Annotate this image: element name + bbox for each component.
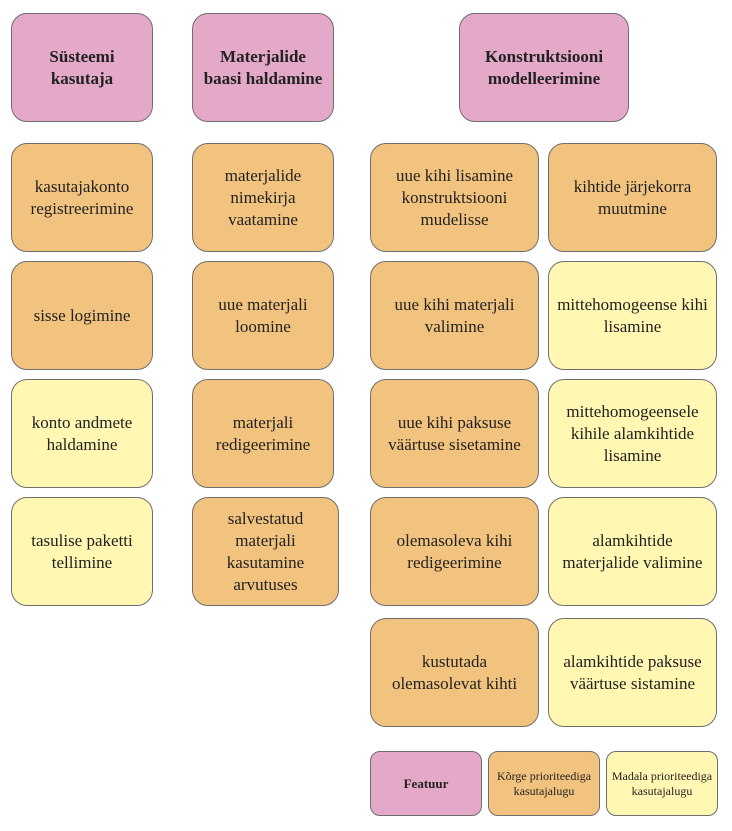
legend-label: Featuur xyxy=(403,776,449,791)
story-card: kihtide järjekorra muutmine xyxy=(548,143,717,252)
story-card: materjali redigeerimine xyxy=(192,379,334,488)
feature-construction-modeling: Konstruktsiooni modelleerimine xyxy=(459,13,629,122)
feature-label: Materjalide baasi haldamine xyxy=(203,46,323,88)
story-card: alamkihtide materjalide valimine xyxy=(548,497,717,606)
story-card: tasulise paketti tellimine xyxy=(11,497,153,606)
feature-materials-db: Materjalide baasi haldamine xyxy=(192,13,334,122)
legend-label: Kõrge prioriteediga kasutajalugu xyxy=(496,768,592,798)
story-card: uue kihi lisamine konstruktsiooni mudeli… xyxy=(370,143,539,252)
story-card: mittehomogeense kihi lisamine xyxy=(548,261,717,370)
story-card: uue materjali loomine xyxy=(192,261,334,370)
story-label: tasulise paketti tellimine xyxy=(31,530,133,572)
story-card: olemasoleva kihi redigeerimine xyxy=(370,497,539,606)
feature-system-user: Süsteemi kasutaja xyxy=(11,13,153,122)
story-label: uue kihi materjali valimine xyxy=(394,294,515,336)
story-label: konto andmete haldamine xyxy=(31,412,133,454)
story-label: alamkihtide paksuse väärtuse sistamine xyxy=(563,651,702,693)
feature-label: Süsteemi kasutaja xyxy=(49,46,115,88)
story-card: kasutajakonto registreerimine xyxy=(11,143,153,252)
story-card: uue kihi materjali valimine xyxy=(370,261,539,370)
story-card: uue kihi paksuse väärtuse sisetamine xyxy=(370,379,539,488)
story-card: alamkihtide paksuse väärtuse sistamine xyxy=(548,618,717,727)
story-label: kustutada olemasolevat kihti xyxy=(391,651,518,693)
story-label: alamkihtide materjalide valimine xyxy=(562,530,703,572)
feature-label: Konstruktsiooni modelleerimine xyxy=(484,46,604,88)
legend-feature: Featuur xyxy=(370,751,482,816)
story-label: kihtide järjekorra muutmine xyxy=(573,176,692,218)
legend-low-priority: Madala prioriteediga kasutajalugu xyxy=(606,751,718,816)
story-card: kustutada olemasolevat kihti xyxy=(370,618,539,727)
story-card: materjalide nimekirja vaatamine xyxy=(192,143,334,252)
story-card: salvestatud materjali kasutamine arvutus… xyxy=(192,497,339,606)
story-label: uue kihi lisamine konstruktsiooni mudeli… xyxy=(395,165,514,229)
story-label: olemasoleva kihi redigeerimine xyxy=(396,530,513,572)
story-label: mittehomogeense kihi lisamine xyxy=(557,294,708,336)
story-card: sisse logimine xyxy=(11,261,153,370)
story-label: materjalide nimekirja vaatamine xyxy=(224,165,302,229)
story-label: uue kihi paksuse väärtuse sisetamine xyxy=(388,412,521,454)
legend-high-priority: Kõrge prioriteediga kasutajalugu xyxy=(488,751,600,816)
story-label: sisse logimine xyxy=(33,305,131,325)
story-label: kasutajakonto registreerimine xyxy=(30,176,134,218)
story-label: mittehomogeensele kihile alamkihtide lis… xyxy=(566,401,699,465)
legend-label: Madala prioriteediga kasutajalugu xyxy=(611,768,713,798)
story-card: konto andmete haldamine xyxy=(11,379,153,488)
story-label: materjali redigeerimine xyxy=(215,412,311,454)
story-card: mittehomogeensele kihile alamkihtide lis… xyxy=(548,379,717,488)
story-label: uue materjali loomine xyxy=(218,294,308,336)
story-label: salvestatud materjali kasutamine arvutus… xyxy=(226,508,305,594)
